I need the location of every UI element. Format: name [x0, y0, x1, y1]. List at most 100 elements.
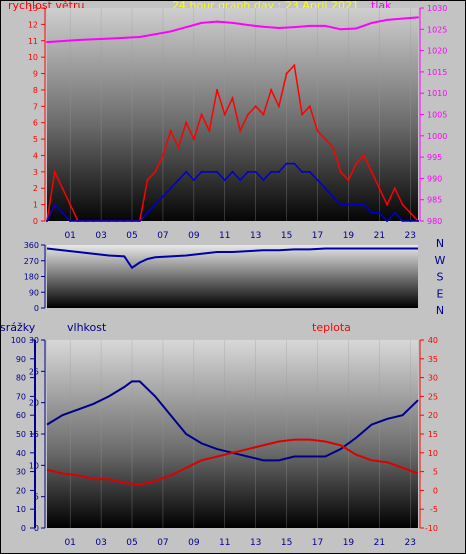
- wind-speed-tick-label: 11: [28, 37, 38, 46]
- series-point: [246, 113, 249, 116]
- series-point: [401, 220, 404, 222]
- series-point: [262, 113, 265, 116]
- pressure-tick-label: 985: [427, 196, 442, 205]
- series-point: [231, 97, 234, 100]
- bottom-x-tick-label: 11: [219, 538, 230, 548]
- bottom-x-tick-label: 17: [312, 538, 323, 548]
- series-point: [200, 113, 203, 116]
- series-point: [301, 170, 304, 173]
- wind-speed-tick-label: 8: [33, 86, 38, 95]
- series-point: [378, 187, 381, 190]
- series-point: [308, 24, 311, 27]
- bottom-x-tick-label: 07: [157, 538, 168, 548]
- top-x-tick-label: 11: [219, 231, 230, 241]
- rain-tick-label: 50: [16, 430, 26, 439]
- series-point: [246, 170, 249, 173]
- series-point: [92, 220, 95, 222]
- series-point: [61, 211, 64, 214]
- humidity-tick-label: 30: [29, 336, 39, 345]
- series-point: [316, 129, 319, 132]
- series-point: [355, 162, 358, 165]
- series-point: [69, 203, 72, 206]
- humidity-tick-label: 15: [29, 430, 39, 439]
- pressure-tick-label: 980: [427, 217, 442, 226]
- compass-letter-N: N: [436, 237, 444, 250]
- compass-letter-N: N: [436, 304, 444, 317]
- series-point: [146, 211, 149, 214]
- bottom-x-tick-label: 15: [281, 538, 292, 548]
- series-point: [393, 187, 396, 190]
- series-point: [208, 129, 211, 132]
- wind-speed-tick-label: 2: [33, 184, 38, 193]
- wind-speed-tick-label: 0: [33, 217, 38, 226]
- series-point: [216, 20, 219, 23]
- pressure-tick-label: 1000: [427, 132, 447, 141]
- pressure-tick-label: 1015: [427, 68, 447, 77]
- rain-tick-label: 90: [16, 355, 26, 364]
- rain-tick-label: 40: [16, 449, 26, 458]
- top-x-tick-label: 13: [250, 231, 261, 241]
- series-point: [401, 17, 404, 20]
- temperature-tick-label: -5: [430, 505, 438, 514]
- wind-speed-tick-label: 13: [28, 4, 38, 13]
- series-point: [386, 18, 389, 21]
- wind-speed-tick-label: 12: [28, 20, 38, 29]
- temperature-tick-label: 25: [428, 392, 438, 401]
- pressure-tick-label: 990: [427, 174, 442, 183]
- temperature-tick-label: 5: [433, 468, 438, 477]
- series-point: [270, 88, 273, 91]
- series-point: [107, 37, 110, 40]
- series-teplota: [46, 438, 419, 486]
- series-point: [216, 88, 219, 91]
- series-point: [324, 24, 327, 27]
- series-point: [331, 146, 334, 149]
- series-point: [339, 170, 342, 173]
- compass-letter-S: S: [437, 271, 444, 284]
- top-x-tick-label: 03: [95, 231, 106, 241]
- series-point: [239, 129, 242, 132]
- series-point: [185, 26, 188, 29]
- series-point: [107, 220, 110, 222]
- direction-tick-label: 180: [24, 273, 39, 282]
- series-point: [161, 195, 164, 198]
- bottom-x-tick-label: 23: [405, 538, 416, 548]
- series-point: [277, 170, 280, 173]
- humidity-tick-label: 5: [34, 493, 39, 502]
- series-point: [192, 138, 195, 141]
- series-point: [46, 41, 48, 44]
- rain-tick-label: 0: [21, 524, 26, 533]
- series-point: [301, 113, 304, 116]
- series-point: [370, 21, 373, 24]
- series-point: [308, 170, 311, 173]
- pressure-tick-label: 1030: [427, 4, 447, 13]
- bottom-x-tick-label: 13: [250, 538, 261, 548]
- series-point: [100, 220, 103, 222]
- series-point: [370, 170, 373, 173]
- series-vlhkost: [46, 380, 419, 462]
- series-point: [231, 21, 234, 24]
- humidity-tick-label: 25: [29, 367, 39, 376]
- series-point: [370, 211, 373, 214]
- series-wind-direction: [46, 247, 418, 270]
- pressure-tick-label: 1010: [427, 89, 447, 98]
- bottom-x-tick-label: 03: [95, 538, 106, 548]
- temperature-tick-label: 35: [428, 355, 438, 364]
- series-point: [239, 179, 242, 182]
- wind-speed-tick-label: 3: [33, 168, 38, 177]
- series-point: [53, 203, 56, 206]
- series-point: [185, 170, 188, 173]
- series-point: [293, 26, 296, 29]
- series-point: [417, 220, 419, 222]
- series-point: [123, 220, 126, 222]
- series-point: [324, 138, 327, 141]
- top-x-tick-label: 21: [374, 231, 385, 241]
- temperature-tick-label: 15: [428, 430, 438, 439]
- series-point: [46, 220, 48, 222]
- pressure-tick-label: 1005: [427, 111, 447, 120]
- temperature-tick-label: 20: [428, 411, 438, 420]
- pressure-tick-label: 995: [427, 153, 442, 162]
- series-point: [386, 203, 389, 206]
- series-point: [76, 220, 79, 222]
- series-point: [270, 170, 273, 173]
